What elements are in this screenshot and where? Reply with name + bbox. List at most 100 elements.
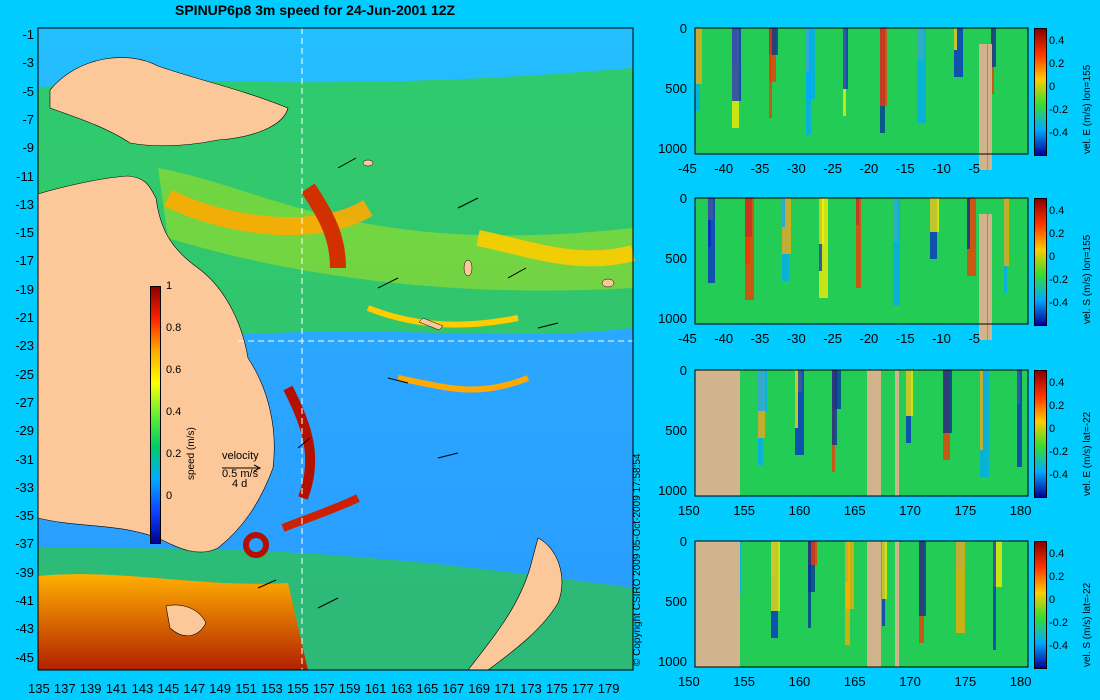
map-y-tick: -17 (15, 253, 34, 269)
section-label: vel. S (m/s) lon=155 (1082, 234, 1093, 324)
section-colorbar-tick: 0.4 (1049, 35, 1065, 47)
copyright-notice: © Copyright CSIRO 2009 05-Oct-2009 17:58… (632, 453, 643, 667)
section-x-tick: -5 (968, 331, 980, 346)
section-u-lon155[interactable] (694, 27, 1029, 170)
map-y-tick: -15 (15, 225, 34, 241)
map-y-tick: -35 (15, 508, 34, 524)
map-y-tick: -19 (15, 281, 34, 297)
section-y-tick: 500 (665, 251, 687, 266)
velocity-legend-title: velocity (222, 450, 259, 462)
section-u-lat22[interactable] (694, 369, 1029, 497)
section-x-tick: 160 (788, 674, 811, 689)
section-colorbar-tick: 0 (1049, 251, 1056, 263)
section-colorbar-tick: 0.2 (1049, 400, 1065, 412)
section-x-tick: -20 (859, 331, 879, 346)
section-x-tick: 150 (678, 674, 700, 689)
map-y-tick: -39 (15, 564, 34, 580)
map-y-tick: -7 (22, 111, 34, 127)
land-islands (362, 159, 615, 331)
section-x-tick: 160 (788, 503, 811, 518)
section-x-tick: 155 (733, 674, 755, 689)
map-x-tick: 145 (157, 681, 180, 696)
velocity-arrows (257, 157, 559, 609)
map-y-tick: -29 (15, 423, 34, 439)
map-x-tick: 165 (416, 681, 439, 696)
section-x-tick: -10 (932, 331, 951, 346)
map-x-tick: 173 (520, 681, 542, 696)
section-colorbar-tick: 0 (1049, 594, 1056, 606)
section-colorbar-tick: -0.4 (1049, 297, 1068, 309)
map-y-tick: -1 (22, 27, 34, 42)
section-colorbar-tick: -0.4 (1049, 127, 1068, 139)
speed-colorbar-tick: 0 (166, 490, 173, 502)
section-colorbar (1034, 198, 1047, 326)
map-y-tick: -9 (22, 140, 34, 156)
section-colorbar-tick: 0.4 (1049, 205, 1065, 217)
section-label: vel. E (m/s) lon=155 (1082, 64, 1093, 154)
section-x-tick: 170 (899, 503, 921, 518)
map-y-tick: -5 (22, 83, 34, 99)
section-x-tick: -45 (678, 161, 697, 176)
section-colorbar-tick: -0.2 (1049, 104, 1068, 116)
section-colorbar (1034, 370, 1047, 498)
map-y-tick: -11 (16, 168, 34, 184)
map-y-tick: -25 (15, 366, 34, 382)
section-x-tick: -40 (714, 161, 734, 176)
velocity-legend-duration: 4 d (232, 478, 248, 490)
section-colorbar-tick: -0.2 (1049, 446, 1068, 458)
speed-colorbar (150, 286, 161, 544)
section-v-lon155[interactable] (694, 197, 1029, 340)
speed-map[interactable]: 1 0.8 0.6 0.4 0.2 0 speed (m/s) velocity 0.5 … (37, 27, 636, 671)
speed-colorbar-tick: 0.4 (166, 406, 182, 418)
map-y-tick: -3 (22, 55, 34, 71)
section-x-tick: 165 (843, 674, 866, 689)
section-colorbar-tick: 0.2 (1049, 58, 1065, 70)
map-x-tick: 143 (131, 681, 154, 696)
map-x-tick: 141 (105, 681, 128, 696)
speed-colorbar-label: speed (m/s) (186, 427, 197, 480)
map-x-tick: 157 (312, 681, 335, 696)
section-x-tick: 165 (843, 503, 866, 518)
map-y-tick: -41 (15, 593, 34, 608)
map-y-tick: -31 (15, 451, 34, 467)
section-x-tick: -30 (786, 161, 806, 176)
map-x-tick: 135 (28, 681, 50, 696)
section-v-lat22[interactable] (694, 540, 1029, 668)
map-x-tick: 161 (364, 681, 387, 696)
section-colorbar (1034, 541, 1047, 669)
map-y-tick: -45 (15, 649, 34, 665)
section-colorbar-tick: 0 (1049, 423, 1056, 435)
section-x-tick: -15 (895, 331, 915, 346)
map-y-tick: -21 (15, 310, 34, 325)
section-colorbar-tick: 0.4 (1049, 548, 1065, 560)
land-new-zealand (467, 537, 563, 671)
section-colorbar-tick: -0.4 (1049, 469, 1068, 481)
section-plot (694, 540, 1029, 668)
speed-map-canvas (37, 27, 636, 671)
map-y-tick: -37 (15, 536, 34, 552)
section-x-tick: 170 (899, 674, 921, 689)
map-x-tick: 169 (468, 681, 490, 696)
section-x-tick: 175 (954, 674, 977, 689)
section-y-tick: 500 (665, 594, 687, 609)
section-colorbar-tick: 0.2 (1049, 228, 1065, 240)
map-x-tick: 177 (571, 681, 594, 696)
section-x-tick: 180 (1009, 674, 1032, 689)
map-x-tick: 159 (338, 681, 361, 696)
section-y-tick: 500 (665, 423, 687, 438)
map-x-tick: 155 (287, 681, 309, 696)
map-y-tick: -33 (15, 479, 34, 495)
section-x-tick: 150 (678, 503, 700, 518)
section-x-tick: -15 (895, 161, 915, 176)
map-x-tick: 139 (79, 681, 102, 696)
map-x-tick: 179 (597, 681, 620, 696)
section-plot (694, 369, 1029, 497)
section-x-tick: -40 (714, 331, 734, 346)
map-x-tick: 175 (546, 681, 568, 696)
map-x-tick: 171 (494, 681, 516, 696)
map-x-tick: 147 (183, 681, 206, 696)
speed-colorbar-tick: 0.8 (166, 322, 182, 334)
section-colorbar-tick: -0.2 (1049, 274, 1068, 286)
section-x-tick: 155 (733, 503, 755, 518)
map-x-tick: 153 (261, 681, 283, 696)
